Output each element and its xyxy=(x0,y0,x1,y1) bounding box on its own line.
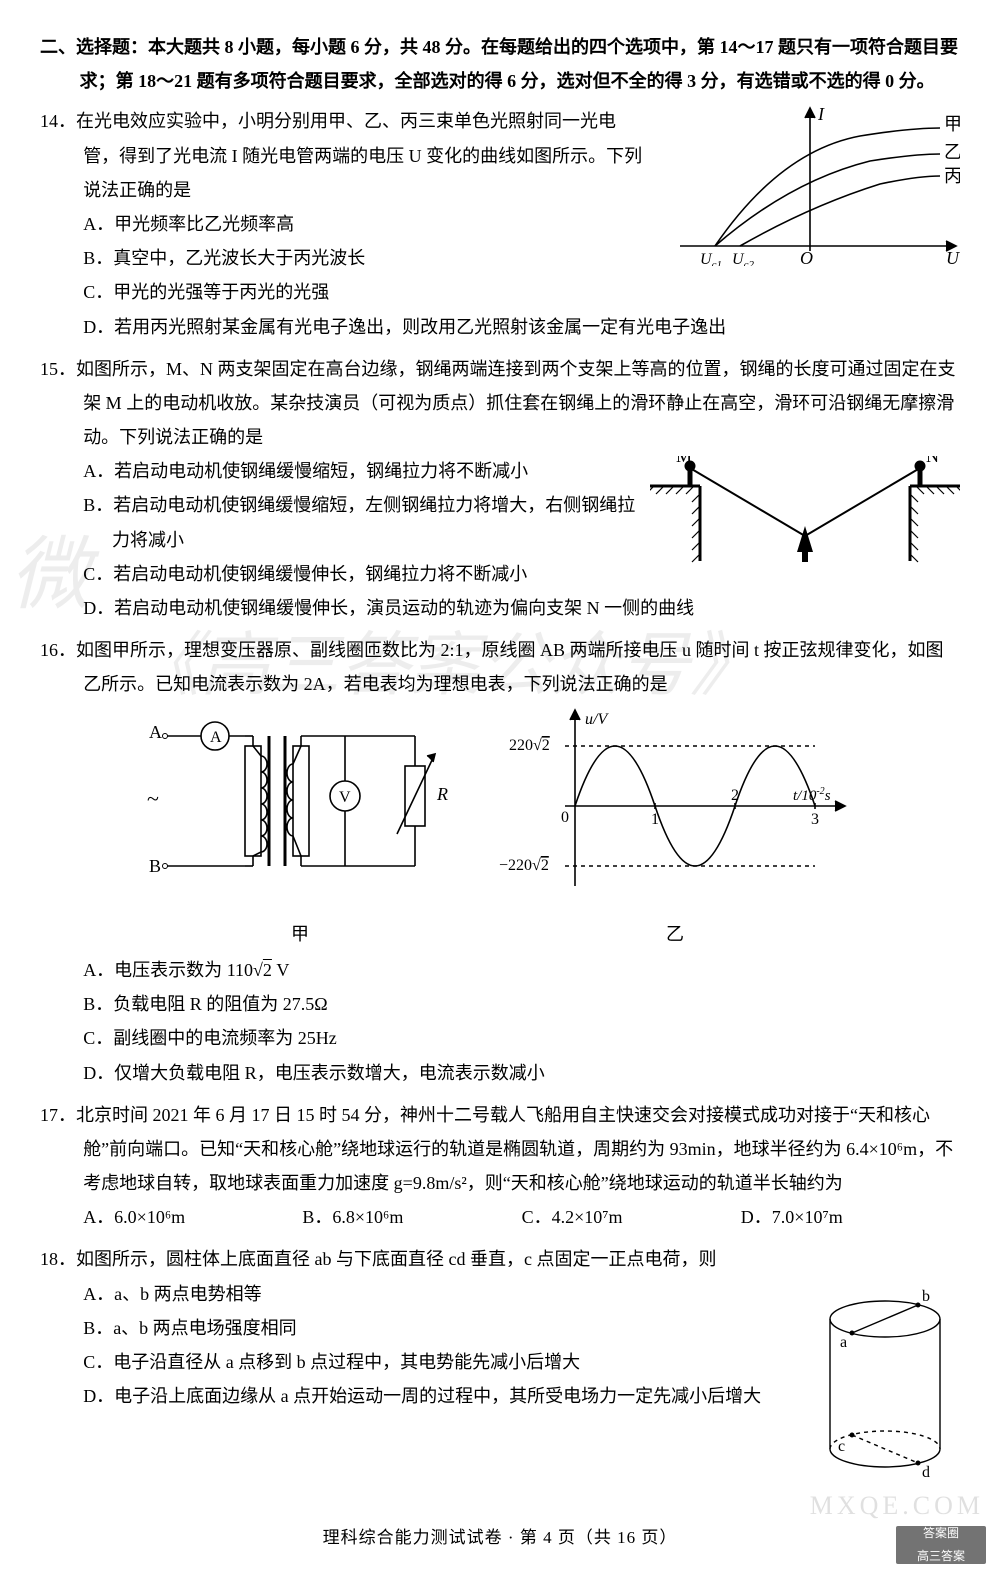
q17-option-B: B．6.8×10⁶m xyxy=(302,1200,521,1234)
terminal-A: A xyxy=(149,722,162,742)
answer-stamp: 答案圈 高三答案 xyxy=(896,1526,986,1564)
q14-O: O xyxy=(800,248,813,266)
svg-text:3: 3 xyxy=(811,811,819,828)
q14-option-C: C．甲光的光强等于丙光的光强 xyxy=(83,275,960,309)
q14-axis-U: U xyxy=(946,248,960,266)
q14-axis-I: I xyxy=(817,106,825,124)
svg-text:1: 1 xyxy=(651,811,659,828)
q16-option-D: D．仅增大负载电阻 R，电压表示数增大，电流表示数减小 xyxy=(83,1056,960,1090)
q18-stem: 18．如图所示，圆柱体上底面直径 ab 与下底面直径 cd 垂直，c 点固定一正… xyxy=(40,1242,960,1276)
q17-option-A: A．6.0×10⁶m xyxy=(83,1200,302,1234)
q16-ymax: 220√2 xyxy=(509,737,550,754)
ac-tilde: ~ xyxy=(147,786,159,811)
page-footer: 理科综合能力测试试卷 · 第 4 页（共 16 页） xyxy=(40,1522,960,1554)
q18-b: b xyxy=(922,1288,930,1305)
q15-stem: 15．如图所示，M、N 两支架固定在高台边缘，钢绳两端连接到两个支架上等高的位置… xyxy=(40,352,960,455)
q16-figure-wave: u/V 220√2 −220√2 0 1 2 3 t/10-2s 乙 xyxy=(495,706,855,951)
q16-xlabel: t/10-2s xyxy=(793,786,831,804)
q14-label-yi: 乙 xyxy=(944,142,960,162)
q16-caption-1: 甲 xyxy=(145,917,455,951)
q18-d: d xyxy=(922,1464,930,1479)
q17-option-D: D．7.0×10⁷m xyxy=(741,1200,960,1234)
q15-figure: M N xyxy=(650,456,960,577)
question-15: 15．如图所示，M、N 两支架固定在高台边缘，钢绳两端连接到两个支架上等高的位置… xyxy=(40,352,960,626)
q18-figure: a b c d xyxy=(810,1279,960,1490)
svg-text:Uc1: Uc1 xyxy=(700,251,722,266)
question-17: 17．北京时间 2021 年 6 月 17 日 15 时 54 分，神州十二号载… xyxy=(40,1098,960,1235)
terminal-B: B xyxy=(149,856,161,876)
q17-stem: 17．北京时间 2021 年 6 月 17 日 15 时 54 分，神州十二号载… xyxy=(40,1098,960,1201)
q17-option-C: C．4.2×10⁷m xyxy=(522,1200,741,1234)
q14-option-D: D．若用丙光照射某金属有光电子逸出，则改用乙光照射该金属一定有光电子逸出 xyxy=(83,310,960,344)
q14-label-bing: 丙 xyxy=(944,166,960,186)
q16-stem: 16．如图甲所示，理想变压器原、副线圈匝数比为 2:1，原线圈 AB 两端所接电… xyxy=(40,633,960,701)
q16-caption-2: 乙 xyxy=(495,917,855,951)
svg-text:Uc2: Uc2 xyxy=(732,251,754,266)
q16-option-A: A．电压表示数为 110√2 V xyxy=(83,953,960,987)
q16-option-B: B．负载电阻 R 的阻值为 27.5Ω xyxy=(83,987,960,1021)
q15-N: N xyxy=(926,456,939,466)
section-heading: 二、选择题：本大题共 8 小题，每小题 6 分，共 48 分。在每题给出的四个选… xyxy=(40,30,960,98)
resistor-label: R xyxy=(436,784,448,804)
q18-a: a xyxy=(840,1334,847,1351)
ammeter-label: A xyxy=(210,729,222,746)
q15-M: M xyxy=(676,456,692,466)
q18-c: c xyxy=(838,1438,845,1455)
q14-figure: 甲 乙 丙 I U O Uc1 Uc2 xyxy=(660,106,960,277)
q16-ymin: −220√2 xyxy=(499,857,549,874)
q15-option-D: D．若启动电动机使钢绳缓慢伸长，演员运动的轨迹为偏向支架 N 一侧的曲线 xyxy=(83,591,960,625)
voltmeter-label: V xyxy=(339,789,351,806)
question-14: 甲 乙 丙 I U O Uc1 Uc2 14．在光电效应实验中，小明分别用甲、乙… xyxy=(40,104,960,343)
q16-O: 0 xyxy=(561,809,569,826)
question-18: 18．如图所示，圆柱体上底面直径 ab 与下底面直径 cd 垂直，c 点固定一正… xyxy=(40,1242,960,1493)
question-16: 16．如图甲所示，理想变压器原、副线圈匝数比为 2:1，原线圈 AB 两端所接电… xyxy=(40,633,960,1090)
q16-figure-circuit: A V R A B ~ 甲 xyxy=(145,706,455,951)
q16-option-C: C．副线圈中的电流频率为 25Hz xyxy=(83,1021,960,1055)
q16-ylabel: u/V xyxy=(585,711,609,728)
q14-label-jia: 甲 xyxy=(944,114,960,134)
svg-text:2: 2 xyxy=(731,787,739,804)
